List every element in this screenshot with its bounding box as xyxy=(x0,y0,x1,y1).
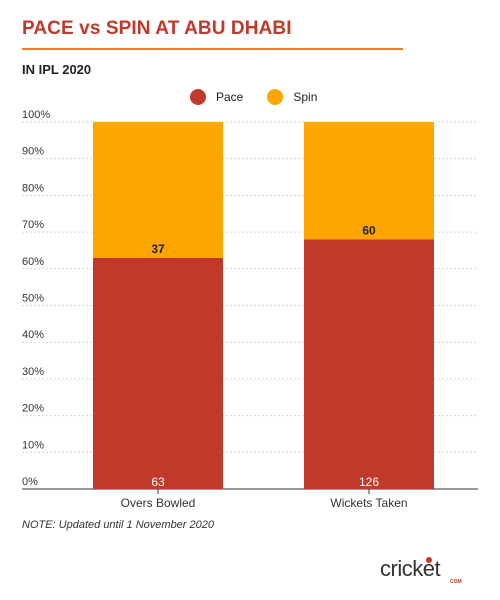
legend-item-pace: Pace xyxy=(190,89,243,105)
legend-item-spin: Spin xyxy=(267,89,317,105)
cricket-com-logo: cricket COM xyxy=(380,556,462,584)
legend-swatch-pace xyxy=(190,89,206,105)
y-tick-label: 60% xyxy=(22,256,44,268)
bar-spin-2 xyxy=(304,122,434,240)
y-tick-label: 10% xyxy=(22,439,44,451)
y-tick-label: 90% xyxy=(22,146,44,158)
chart-title: PACE vs SPIN AT ABU DHABI xyxy=(22,18,292,39)
legend-label-pace: Pace xyxy=(216,90,244,104)
footnote: NOTE: Updated until 1 November 2020 xyxy=(22,519,214,531)
y-tick-label: 50% xyxy=(22,293,44,305)
stacked-bar-chart: 0% 10% 20% 30% 40% 50% 60% 70% 80% 90% 100% 63 37 Ove… xyxy=(22,109,478,510)
y-tick-label: 40% xyxy=(22,329,44,341)
legend: Pace Spin xyxy=(190,89,331,105)
y-tick-label: 80% xyxy=(22,182,44,194)
data-label-spin-2: 60 xyxy=(362,223,376,237)
y-tick-label: 0% xyxy=(22,476,38,488)
y-tick-label: 70% xyxy=(22,219,44,231)
x-category-label: Overs Bowled xyxy=(121,496,196,510)
legend-label-spin: Spin xyxy=(293,90,318,104)
legend-swatch-spin xyxy=(267,89,284,105)
data-label-spin-1: 37 xyxy=(151,242,165,256)
bar-spin-1 xyxy=(93,122,223,258)
title-underline xyxy=(22,48,403,50)
svg-text:COM: COM xyxy=(450,579,462,584)
y-tick-label: 30% xyxy=(22,366,44,378)
bar-pace-2 xyxy=(304,239,434,489)
chart-subtitle: IN IPL 2020 xyxy=(22,62,92,77)
data-label-pace-2: 126 xyxy=(359,475,379,489)
data-label-pace-1: 63 xyxy=(151,475,165,489)
x-category-label: Wickets Taken xyxy=(330,496,407,510)
y-tick-label: 100% xyxy=(22,109,50,121)
bar-pace-1 xyxy=(93,257,223,489)
y-tick-label: 20% xyxy=(22,403,44,415)
